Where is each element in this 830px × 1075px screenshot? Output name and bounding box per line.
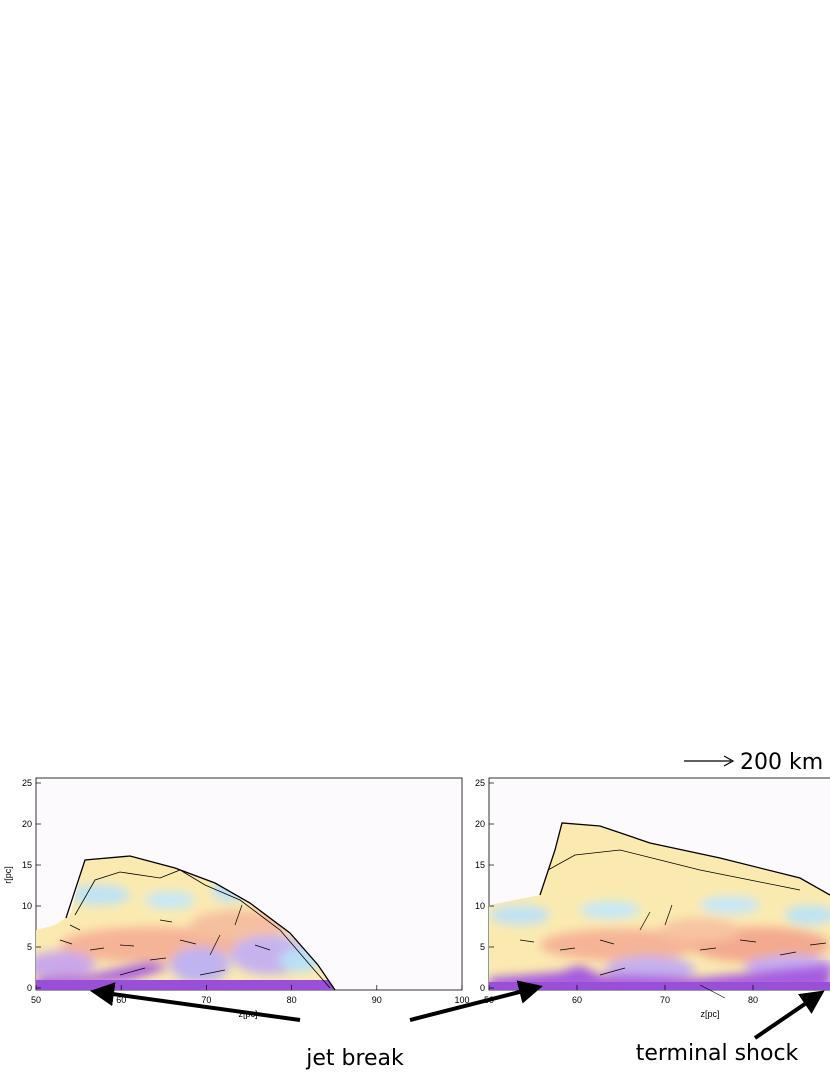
y-tick-label: 10 — [22, 901, 32, 911]
scale-label: 200 km s — [740, 750, 830, 775]
y-tick-label: 0 — [27, 983, 32, 993]
x-tick-label: 50 — [484, 995, 494, 1005]
y-tick-label: 5 — [480, 942, 485, 952]
y-axis-label: r[pc] — [3, 866, 13, 884]
annotation-arrow — [409, 980, 543, 1022]
y-tick-label: 25 — [22, 778, 32, 788]
y-tick-label: 15 — [22, 860, 32, 870]
panel-1 — [35, 777, 463, 991]
contour — [65, 855, 336, 991]
contour — [539, 822, 830, 896]
x-axis-label: z[pc] — [238, 1009, 257, 1019]
x-tick-label: 50 — [31, 995, 41, 1005]
x-tick-label: 100 — [454, 995, 469, 1005]
x-tick-label: 80 — [287, 995, 297, 1005]
y-tick-label: 10 — [475, 901, 485, 911]
contour — [74, 869, 331, 989]
x-axis-label: z[pc] — [700, 1009, 719, 1019]
y-tick-label: 0 — [480, 983, 485, 993]
annotation: jet break — [305, 1046, 404, 1071]
y-tick-label: 20 — [475, 819, 485, 829]
velocity-arrows — [519, 904, 827, 999]
y-tick-label: 25 — [475, 778, 485, 788]
x-tick-label: 70 — [201, 995, 211, 1005]
x-tick-label: 60 — [116, 995, 126, 1005]
annotation-arrow — [753, 990, 825, 1040]
contour — [547, 849, 801, 891]
x-tick-label: 80 — [748, 995, 758, 1005]
scale-arrow-head — [723, 755, 735, 767]
annotation: terminal shock — [636, 1041, 799, 1066]
x-tick-label: 70 — [660, 995, 670, 1005]
y-tick-label: 15 — [475, 860, 485, 870]
panel-2 — [488, 777, 830, 999]
annotation-arrow — [90, 982, 301, 1022]
y-tick-label: 5 — [27, 942, 32, 952]
x-tick-label: 90 — [372, 995, 382, 1005]
x-tick-label: 60 — [572, 995, 582, 1005]
y-tick-label: 20 — [22, 819, 32, 829]
velocity-arrows — [59, 904, 271, 976]
